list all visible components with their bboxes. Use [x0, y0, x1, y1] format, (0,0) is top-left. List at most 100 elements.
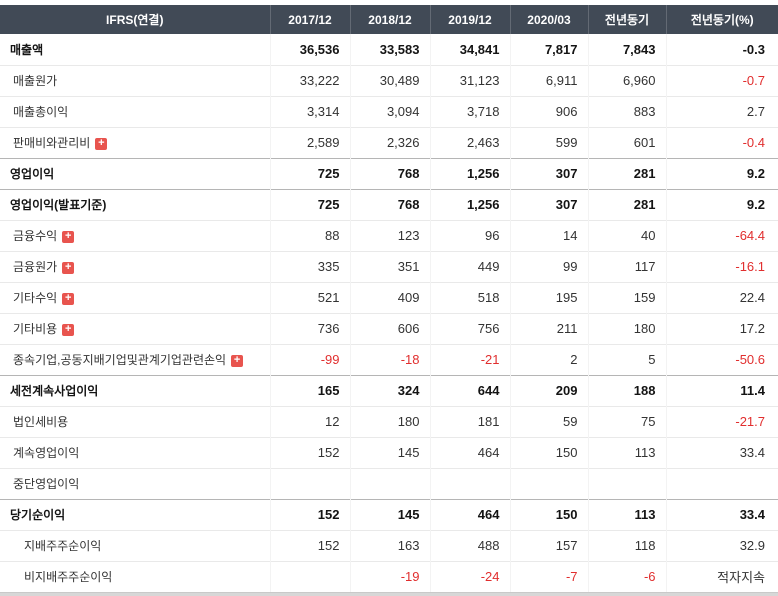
- value-cell: 351: [349, 250, 430, 282]
- value-cell: -0.4: [665, 126, 778, 158]
- value-cell: 518: [429, 281, 510, 313]
- value-cell: -0.7: [665, 64, 778, 96]
- value-cell: 409: [349, 281, 430, 313]
- value-cell: 33,583: [349, 34, 430, 65]
- expand-plus-icon[interactable]: +: [231, 355, 244, 367]
- value-cell: 22.4: [665, 281, 778, 313]
- row-label-text: 지배주주순이익: [24, 539, 102, 553]
- row-label: 영업이익(발표기준): [0, 188, 270, 220]
- row-label: 금융수익 +: [0, 219, 270, 251]
- value-cell: 152: [269, 529, 350, 561]
- value-cell: 3,718: [429, 95, 510, 127]
- value-cell: -0.3: [665, 34, 778, 65]
- value-cell: 123: [349, 219, 430, 251]
- table-row: 계속영업이익 152 145 464 150 113 33.4: [0, 436, 778, 468]
- financial-table: IFRS(연결) 2017/12 2018/12 2019/12 2020/03…: [0, 5, 778, 593]
- table-row: 판매비와관리비 +2,589 2,326 2,463 599 601 -0.4: [0, 126, 778, 158]
- expand-plus-icon[interactable]: +: [62, 231, 75, 243]
- value-cell: -16.1: [665, 250, 778, 282]
- value-cell: 30,489: [349, 64, 430, 96]
- row-label-text: 판매비와관리비: [13, 136, 91, 150]
- value-cell: 7,817: [509, 34, 588, 65]
- value-cell: -50.6: [665, 343, 778, 375]
- value-cell: [509, 467, 588, 499]
- value-cell: -6: [587, 560, 666, 593]
- value-cell: 7,843: [587, 34, 666, 65]
- value-cell: -64.4: [665, 219, 778, 251]
- row-label-text: 중단영업이익: [13, 477, 80, 491]
- value-cell: 34,841: [429, 34, 510, 65]
- table-row: 비지배주주순이익 -19 -24 -7 -6 적자지속: [0, 560, 778, 593]
- value-cell: 725: [269, 157, 350, 189]
- value-cell: 188: [587, 374, 666, 406]
- value-cell: 152: [269, 498, 350, 530]
- value-cell: 165: [269, 374, 350, 406]
- value-cell: 906: [509, 95, 588, 127]
- value-cell: 768: [349, 188, 430, 220]
- value-cell: 적자지속: [665, 560, 778, 593]
- row-label-text: 계속영업이익: [13, 446, 80, 460]
- value-cell: 307: [509, 188, 588, 220]
- row-label: 계속영업이익: [0, 436, 270, 468]
- row-label: 영업이익: [0, 157, 270, 189]
- expand-plus-icon[interactable]: +: [62, 262, 75, 274]
- value-cell: 113: [587, 436, 666, 468]
- expand-plus-icon[interactable]: +: [62, 324, 75, 336]
- value-cell: 163: [349, 529, 430, 561]
- value-cell: [429, 467, 510, 499]
- row-label-text: 금융수익: [13, 229, 58, 243]
- table-row: 세전계속사업이익 165 324 644 209 188 11.4: [0, 374, 778, 406]
- value-cell: -99: [269, 343, 350, 375]
- value-cell: 3,094: [349, 95, 430, 127]
- table-row: 매출총이익 3,314 3,094 3,718 906 883 2.7: [0, 95, 778, 127]
- header-ifrs-label: IFRS(연결): [0, 5, 270, 34]
- value-cell: 464: [429, 436, 510, 468]
- value-cell: 36,536: [269, 34, 350, 65]
- header-col-2018-12: 2018/12: [349, 5, 430, 34]
- value-cell: [587, 467, 666, 499]
- table-row: 종속기업,공동지배기업및관계기업관련손익 + -99 -18 -21 2 5 -50.6: [0, 343, 778, 375]
- value-cell: 117: [587, 250, 666, 282]
- table-row: 당기순이익 152 145 464 150 113 33.4: [0, 498, 778, 530]
- table-row: 매출원가 33,222 30,489 31,123 6,911 6,960 -0.7: [0, 64, 778, 96]
- row-label-text: 기타수익: [13, 291, 58, 305]
- row-label: 매출총이익: [0, 95, 270, 127]
- value-cell: 281: [587, 188, 666, 220]
- value-cell: 96: [429, 219, 510, 251]
- table-row: 매출액 36,536 33,583 34,841 7,817 7,843 -0.3: [0, 34, 778, 65]
- value-cell: -7: [509, 560, 588, 593]
- value-cell: 99: [509, 250, 588, 282]
- row-label: 매출액: [0, 34, 270, 65]
- value-cell: 5: [587, 343, 666, 375]
- value-cell: 324: [349, 374, 430, 406]
- expand-plus-icon[interactable]: +: [62, 293, 75, 305]
- value-cell: 3,314: [269, 95, 350, 127]
- value-cell: 464: [429, 498, 510, 530]
- row-label: 비지배주주순이익: [0, 560, 270, 593]
- value-cell: 281: [587, 157, 666, 189]
- row-label-text: 법인세비용: [13, 415, 69, 429]
- value-cell: 335: [269, 250, 350, 282]
- value-cell: 118: [587, 529, 666, 561]
- table-row: 기타비용 +736 606 756 211 180 17.2: [0, 312, 778, 344]
- value-cell: 12: [269, 405, 350, 437]
- value-cell: 768: [349, 157, 430, 189]
- value-cell: 11.4: [665, 374, 778, 406]
- value-cell: 40: [587, 219, 666, 251]
- value-cell: 606: [349, 312, 430, 344]
- value-cell: -19: [349, 560, 430, 593]
- row-label-text: 영업이익(발표기준): [10, 198, 107, 212]
- value-cell: -18: [349, 343, 430, 375]
- value-cell: -21: [429, 343, 510, 375]
- value-cell: [269, 560, 350, 593]
- row-label: 기타수익 +: [0, 281, 270, 313]
- value-cell: 33.4: [665, 498, 778, 530]
- value-cell: 152: [269, 436, 350, 468]
- row-label-text: 금융원가: [13, 260, 58, 274]
- row-label: 당기순이익: [0, 498, 270, 530]
- row-label-text: 매출원가: [13, 74, 58, 88]
- value-cell: 180: [349, 405, 430, 437]
- expand-plus-icon[interactable]: +: [95, 138, 108, 150]
- value-cell: 2,463: [429, 126, 510, 158]
